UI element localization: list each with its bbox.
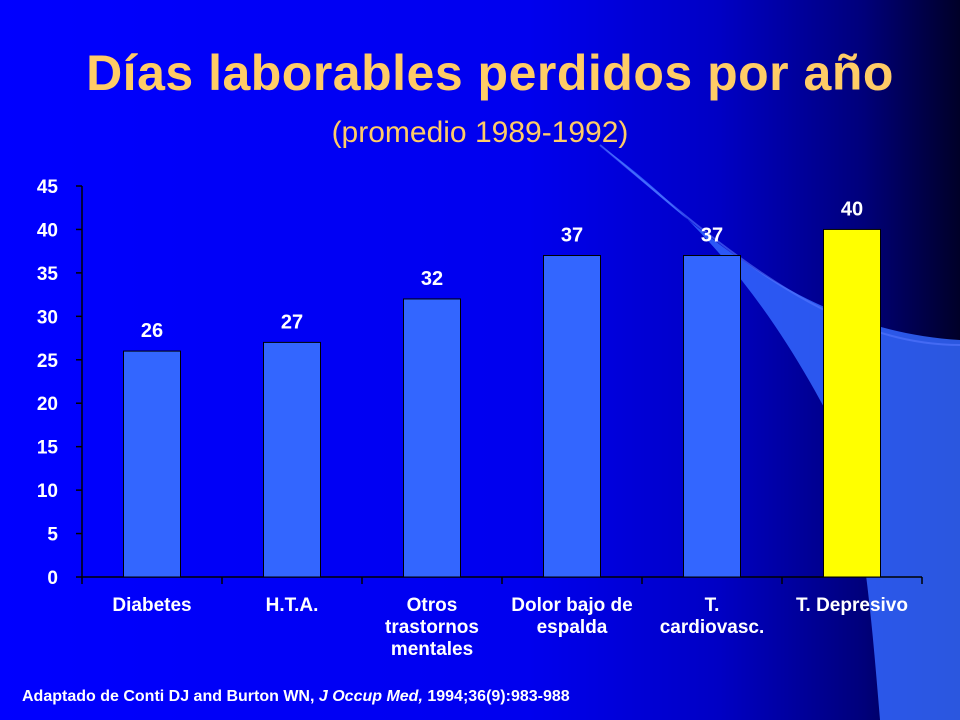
x-category-label: Otros — [407, 595, 458, 616]
source-journal: J Occup Med, — [318, 688, 423, 705]
bar — [403, 298, 461, 578]
x-category-label: mentales — [391, 639, 473, 660]
source-citation: Adaptado de Conti DJ and Burton WN, J Oc… — [22, 688, 570, 706]
y-tick-label: 10 — [37, 481, 58, 502]
x-category-label: H.T.A. — [266, 595, 319, 616]
bar-value-label: 40 — [841, 198, 863, 220]
bar — [263, 341, 321, 578]
bar-value-label: 32 — [421, 268, 443, 290]
bar-value-label: 37 — [701, 225, 723, 247]
y-tick-label: 0 — [47, 568, 58, 589]
slide-subtitle: (promedio 1989-1992) — [331, 116, 629, 149]
y-tick-label: 20 — [37, 394, 58, 415]
bar — [543, 255, 601, 578]
x-category-label: Diabetes — [112, 595, 191, 616]
bar-value-label: 26 — [141, 320, 163, 342]
bar-value-label: 37 — [561, 225, 583, 247]
y-tick-label: 40 — [37, 220, 58, 241]
x-category-label: T. — [705, 595, 720, 616]
source-prefix: Adaptado de Conti DJ and Burton WN, — [22, 688, 319, 705]
bar-value-label: 27 — [281, 311, 303, 333]
x-category-label: trastornos — [385, 617, 479, 638]
y-tick-label: 35 — [37, 264, 59, 285]
source-suffix: 1994;36(9):983-988 — [422, 688, 570, 705]
x-category-label: espalda — [537, 617, 608, 638]
x-category-label: Dolor bajo de — [511, 595, 632, 616]
y-tick-label: 45 — [37, 177, 59, 198]
x-category-label: cardiovasc. — [660, 617, 765, 638]
y-tick-label: 15 — [37, 438, 59, 459]
y-tick-label: 5 — [47, 525, 58, 546]
x-category-label: T. Depresivo — [796, 595, 908, 616]
y-tick-label: 30 — [37, 307, 58, 328]
y-tick-label: 25 — [37, 351, 59, 372]
bar — [683, 255, 741, 578]
slide-title: Días laborables perdidos por año — [86, 45, 894, 101]
bar — [123, 350, 181, 578]
bar — [823, 228, 881, 578]
